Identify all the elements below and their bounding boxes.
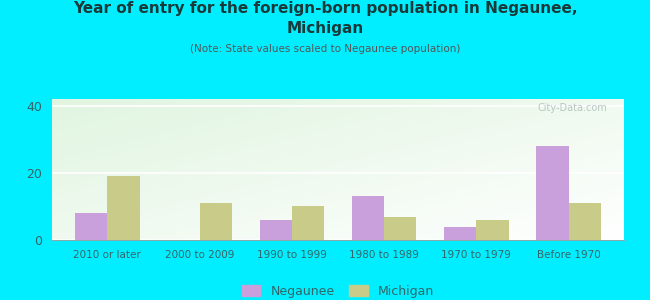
Legend: Negaunee, Michigan: Negaunee, Michigan: [235, 279, 441, 300]
Bar: [384, 217, 417, 240]
Text: Year of entry for the foreign-born population in Negaunee,: Year of entry for the foreign-born popul…: [73, 2, 577, 16]
Bar: [444, 226, 476, 240]
Bar: [569, 203, 601, 240]
Bar: [476, 220, 509, 240]
Bar: [536, 146, 569, 240]
Bar: [352, 196, 384, 240]
Text: (Note: State values scaled to Negaunee population): (Note: State values scaled to Negaunee p…: [190, 44, 460, 53]
Bar: [75, 213, 107, 240]
Text: City-Data.com: City-Data.com: [537, 103, 607, 113]
Bar: [292, 206, 324, 240]
Bar: [259, 220, 292, 240]
Bar: [107, 176, 140, 240]
Text: Michigan: Michigan: [287, 21, 363, 36]
Bar: [200, 203, 232, 240]
